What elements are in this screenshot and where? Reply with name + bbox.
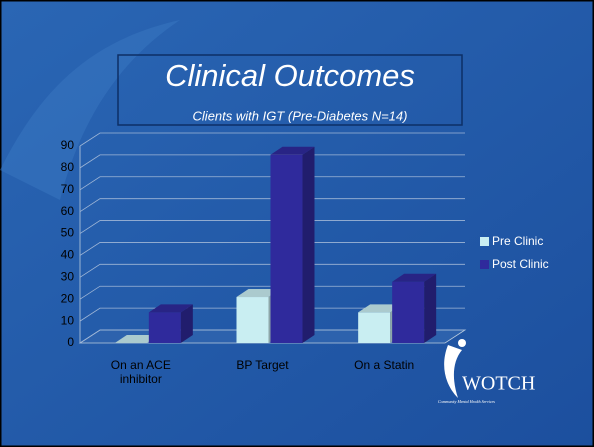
bar-top xyxy=(358,304,403,313)
grid-line xyxy=(79,176,465,191)
grid-line xyxy=(79,307,465,322)
bar-side xyxy=(180,304,193,343)
logo-head xyxy=(458,339,466,347)
bar-top xyxy=(114,335,159,343)
logo-tagline: Community Mental Health Services xyxy=(438,399,495,404)
bar-top xyxy=(392,273,437,282)
y-tick-label: 60 xyxy=(61,204,75,218)
grid-line xyxy=(79,220,465,234)
grid-line xyxy=(79,132,465,147)
y-tick-label: 30 xyxy=(61,270,75,284)
legend-label: Pre Clinic xyxy=(492,234,543,248)
legend-swatch xyxy=(480,237,489,246)
decoration xyxy=(0,20,180,200)
grid-line xyxy=(79,285,465,300)
y-tick-label: 90 xyxy=(61,138,75,152)
y-tick-label: 50 xyxy=(61,226,75,240)
grid-line xyxy=(79,329,465,344)
grid-line xyxy=(79,263,465,278)
bar-side xyxy=(302,146,315,343)
legend-swatch xyxy=(480,260,489,269)
x-tick-label: On an ACE inhibitor xyxy=(110,358,171,386)
bar-top xyxy=(148,304,193,313)
grid-line xyxy=(79,154,465,169)
bar-top xyxy=(270,146,315,155)
x-tick-label: On a Statin xyxy=(354,358,415,372)
bar-front xyxy=(236,297,269,343)
y-tick-label: 70 xyxy=(61,182,75,196)
bar-front xyxy=(148,312,181,343)
title-box xyxy=(117,54,463,126)
legend-label: Post Clinic xyxy=(492,257,549,271)
logo-name: WOTCH xyxy=(462,373,535,395)
chart-title: Clinical Outcomes xyxy=(165,58,415,93)
y-tick-label: 10 xyxy=(61,313,75,327)
grid-line xyxy=(79,242,465,256)
y-tick-label: 40 xyxy=(61,248,75,262)
y-tick-label: 80 xyxy=(61,160,75,174)
y-tick-label: 0 xyxy=(67,335,74,349)
bar-front xyxy=(358,312,391,343)
bar-top xyxy=(236,289,281,298)
bar-front xyxy=(270,154,303,343)
logo-figure xyxy=(444,345,462,398)
bar-front xyxy=(392,281,425,343)
x-tick-label: BP Target xyxy=(236,358,289,372)
bar-side xyxy=(424,273,437,343)
grid-line xyxy=(79,198,465,213)
y-tick-label: 20 xyxy=(61,291,75,305)
logo: WOTCH Community Mental Health Services xyxy=(438,339,535,404)
chart-subtitle: Clients with IGT (Pre-Diabetes N=14) xyxy=(193,108,408,123)
